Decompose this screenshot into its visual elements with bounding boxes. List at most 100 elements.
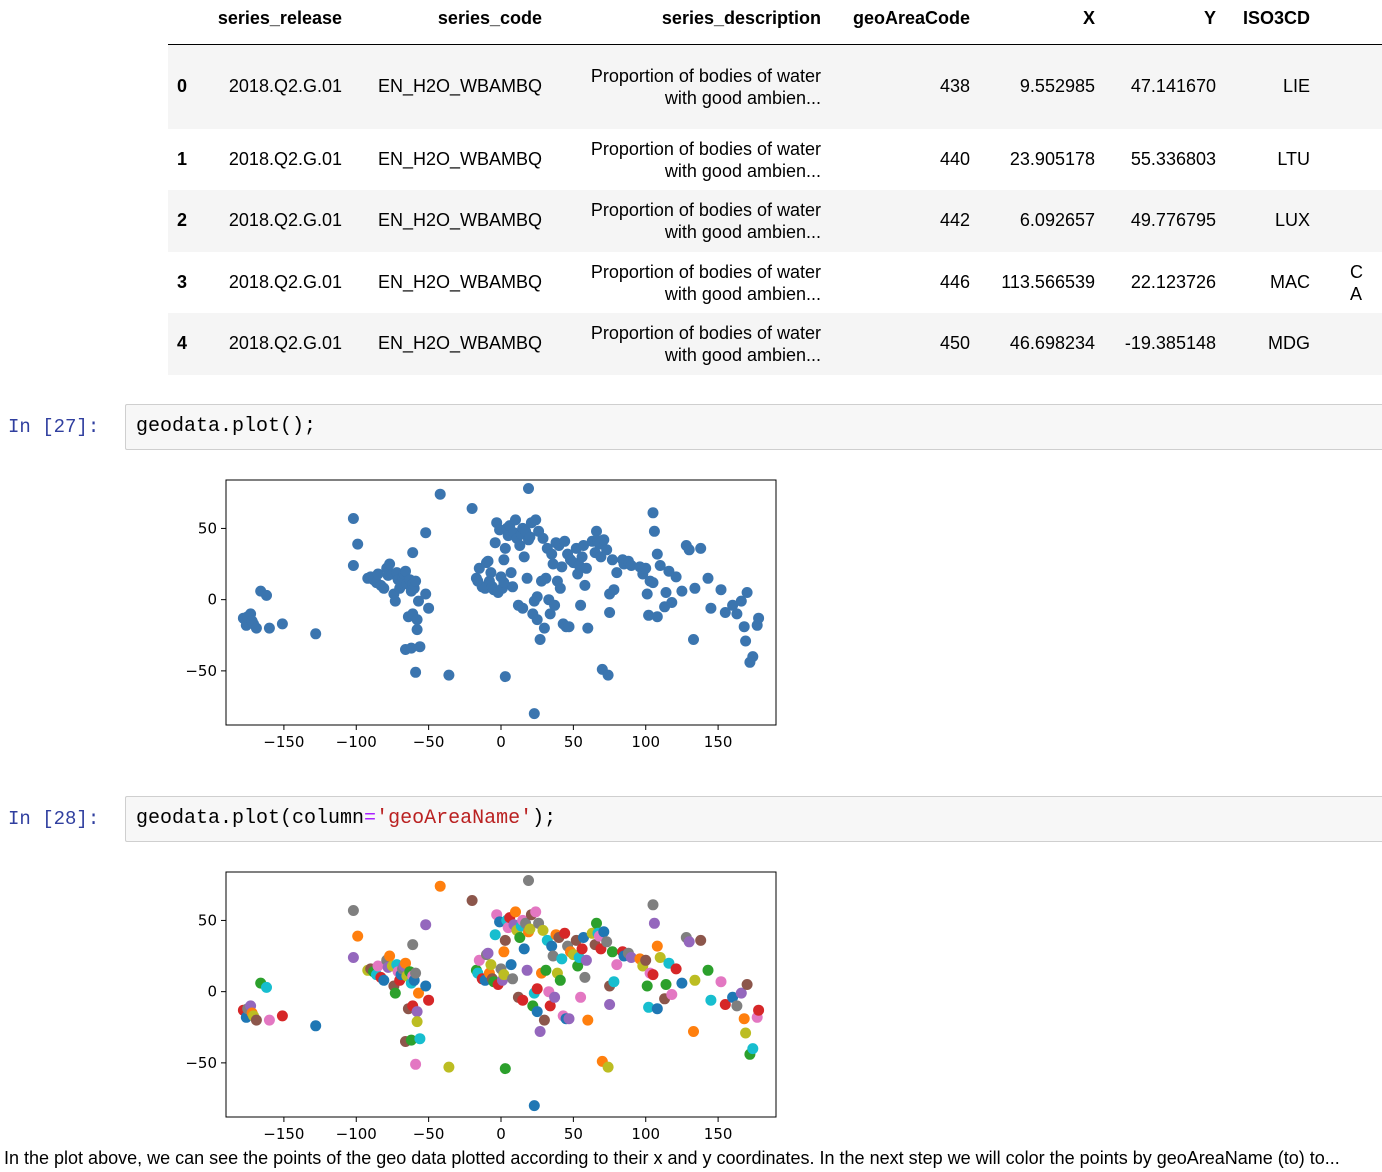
data-point [514, 540, 526, 551]
data-point [400, 565, 411, 577]
x-tick-label: −100 [336, 1125, 377, 1143]
data-point [651, 940, 663, 952]
data-point [651, 611, 663, 623]
data-point [715, 584, 727, 596]
data-point [741, 587, 753, 598]
data-point [648, 525, 660, 537]
data-point [579, 579, 591, 591]
data-point [625, 952, 637, 963]
data-point [676, 977, 688, 989]
data-point [420, 588, 432, 600]
data-point [606, 554, 618, 566]
data-point [413, 987, 424, 999]
data-point [576, 551, 588, 563]
data-point [554, 582, 566, 594]
data-point [530, 514, 542, 526]
data-point [384, 558, 396, 570]
description-line: Proportion of bodies of water [590, 200, 821, 220]
data-point [546, 940, 558, 952]
cell-series-code: EN_H2O_WBAMBQ [377, 149, 542, 169]
dataframe-table: series_release series_code series_descri… [168, 0, 1382, 376]
row-index: 3 [177, 272, 188, 292]
code-input-cell[interactable]: geodata.plot(column='geoAreaName'); [125, 796, 1382, 842]
data-point [410, 575, 422, 587]
data-point [534, 634, 546, 645]
data-point [482, 555, 494, 567]
data-point [540, 964, 552, 976]
data-point [537, 532, 549, 544]
data-point [695, 934, 707, 946]
data-point [576, 943, 588, 955]
data-point [411, 1006, 423, 1018]
cell-geo-area-code: 442 [939, 210, 970, 230]
data-point [640, 562, 652, 574]
data-point [531, 983, 543, 995]
data-point [524, 531, 536, 543]
data-point [602, 1061, 614, 1073]
data-point [411, 624, 423, 636]
description-line: with good ambien... [664, 161, 821, 181]
data-point [434, 488, 446, 500]
cell-geo-area-code: 450 [939, 333, 970, 353]
code-input-cell[interactable]: geodata.plot(); [125, 404, 1382, 450]
data-point [705, 994, 717, 1006]
data-point [517, 602, 529, 614]
column-header: series_description [661, 8, 821, 28]
data-point [688, 634, 699, 645]
data-point [518, 943, 530, 955]
data-point [538, 1014, 550, 1026]
cell-prompt: In [28]: [8, 808, 100, 830]
data-point [352, 930, 364, 942]
x-tick-label: 50 [564, 733, 583, 751]
x-tick-label: −50 [413, 733, 445, 751]
cell-series-description: Proportion of bodies of water with good a… [591, 261, 821, 305]
data-point [378, 582, 390, 594]
data-point [389, 595, 401, 607]
data-point [514, 932, 526, 943]
code-text: ); [532, 807, 557, 830]
x-tick-label: 0 [496, 1125, 506, 1143]
data-point [411, 1016, 423, 1028]
data-point [263, 622, 275, 634]
data-point [611, 567, 623, 579]
data-point [719, 999, 731, 1010]
data-point [572, 568, 584, 580]
cell-series-release: 2018.Q2.G.01 [228, 210, 342, 230]
data-point [523, 875, 534, 886]
data-point [651, 1003, 663, 1015]
cell-iso3cd: LTU [1277, 149, 1310, 169]
data-point [507, 581, 519, 593]
data-point [727, 599, 739, 611]
cell-series-code: EN_H2O_WBAMBQ [377, 272, 542, 292]
data-point [276, 1010, 288, 1022]
data-point [549, 991, 561, 1003]
data-point [598, 926, 610, 938]
data-point [604, 999, 616, 1010]
data-point [261, 589, 272, 601]
data-point [540, 572, 552, 584]
cell-geo-area-code: 446 [939, 272, 970, 292]
data-point [466, 503, 478, 514]
row-index: 2 [177, 210, 188, 230]
data-point [521, 964, 533, 976]
cell-geo-area-code: 440 [939, 149, 970, 169]
data-point [648, 917, 660, 929]
data-point [389, 987, 401, 999]
cell-x: 6.092657 [1019, 210, 1095, 230]
data-point [414, 1033, 426, 1045]
data-point [507, 973, 519, 985]
row-index: 4 [177, 333, 188, 353]
data-point [547, 558, 559, 570]
x-tick-label: 50 [564, 1125, 583, 1143]
data-point [434, 880, 446, 892]
data-point [556, 953, 568, 965]
data-point [647, 507, 659, 519]
x-tick-label: 100 [631, 733, 660, 751]
plot-frame [225, 479, 777, 726]
data-point [384, 950, 396, 962]
data-point [310, 628, 322, 640]
data-point [676, 585, 688, 597]
data-point [688, 1026, 699, 1037]
data-point [531, 614, 543, 626]
cell-iso3cd: MDG [1268, 333, 1310, 353]
